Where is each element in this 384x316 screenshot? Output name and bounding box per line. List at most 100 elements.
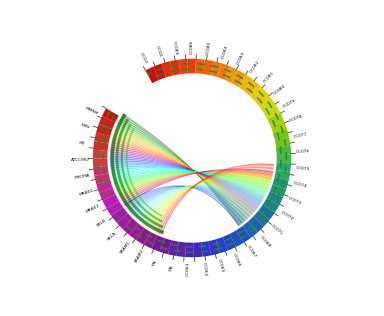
Polygon shape [267, 113, 284, 126]
Polygon shape [258, 204, 275, 220]
Polygon shape [111, 168, 266, 195]
Polygon shape [141, 182, 265, 224]
Text: CC075: CC075 [295, 166, 310, 171]
Polygon shape [158, 166, 274, 234]
Polygon shape [276, 146, 291, 155]
Polygon shape [106, 201, 123, 216]
Polygon shape [126, 186, 243, 224]
Text: MYb: MYb [80, 124, 90, 130]
Polygon shape [145, 180, 268, 226]
Polygon shape [146, 67, 159, 83]
Polygon shape [153, 64, 166, 80]
Polygon shape [114, 172, 270, 187]
Polygon shape [121, 116, 241, 225]
Text: CCO1: CCO1 [155, 45, 162, 58]
Polygon shape [119, 118, 242, 224]
Polygon shape [110, 146, 257, 210]
Polygon shape [99, 116, 115, 129]
Polygon shape [99, 188, 116, 201]
Polygon shape [110, 149, 258, 209]
Polygon shape [275, 137, 290, 148]
Polygon shape [154, 171, 273, 232]
Polygon shape [143, 181, 266, 225]
Polygon shape [93, 158, 108, 167]
Polygon shape [179, 59, 188, 74]
Polygon shape [270, 121, 287, 133]
Polygon shape [110, 151, 258, 207]
Polygon shape [201, 241, 211, 257]
Polygon shape [96, 124, 113, 136]
Polygon shape [110, 164, 264, 199]
Polygon shape [209, 239, 220, 255]
Polygon shape [136, 228, 151, 245]
Text: CC074: CC074 [293, 181, 307, 189]
Polygon shape [210, 61, 222, 77]
Polygon shape [248, 216, 264, 232]
Polygon shape [128, 186, 248, 220]
Polygon shape [122, 114, 240, 226]
Polygon shape [122, 170, 273, 202]
Polygon shape [111, 142, 255, 212]
Text: SRLA: SRLA [107, 231, 118, 241]
Polygon shape [224, 66, 238, 83]
Polygon shape [231, 70, 245, 87]
Polygon shape [144, 232, 157, 249]
Polygon shape [276, 155, 291, 163]
Polygon shape [276, 163, 291, 172]
Polygon shape [96, 180, 113, 193]
Polygon shape [136, 185, 259, 219]
Polygon shape [264, 105, 280, 119]
Polygon shape [111, 207, 128, 223]
Text: CC072: CC072 [280, 211, 294, 222]
Polygon shape [112, 170, 267, 192]
Text: MYCMA: MYCMA [74, 173, 90, 180]
Polygon shape [185, 242, 194, 257]
Text: CC065: CC065 [217, 258, 225, 273]
Text: Mb: Mb [169, 264, 174, 271]
Text: CC079: CC079 [282, 98, 296, 109]
Polygon shape [111, 139, 254, 213]
Polygon shape [124, 185, 240, 226]
Polygon shape [116, 124, 246, 221]
Polygon shape [117, 172, 271, 194]
Text: SRAM1: SRAM1 [119, 240, 131, 254]
Polygon shape [113, 133, 250, 217]
Polygon shape [249, 85, 265, 101]
Text: MRB01: MRB01 [78, 189, 94, 198]
Polygon shape [112, 137, 253, 215]
Text: CC089: CC089 [172, 40, 178, 55]
Polygon shape [115, 172, 270, 190]
Text: CC083: CC083 [236, 51, 246, 65]
Polygon shape [244, 79, 259, 96]
Polygon shape [270, 185, 286, 197]
Polygon shape [93, 141, 109, 151]
Polygon shape [216, 237, 228, 253]
Polygon shape [170, 60, 180, 76]
Polygon shape [137, 184, 261, 221]
Polygon shape [93, 150, 108, 159]
Polygon shape [260, 98, 276, 113]
Polygon shape [127, 186, 245, 222]
Text: CC064: CC064 [202, 261, 207, 276]
Polygon shape [102, 108, 119, 122]
Text: CC071: CC071 [270, 224, 284, 236]
Polygon shape [121, 171, 272, 200]
Polygon shape [119, 171, 272, 198]
Polygon shape [151, 235, 164, 252]
Polygon shape [113, 171, 268, 191]
Polygon shape [238, 74, 253, 91]
Text: MRB02: MRB02 [85, 204, 101, 214]
Text: CC077: CC077 [293, 132, 308, 138]
Polygon shape [148, 177, 270, 229]
Polygon shape [111, 167, 265, 197]
Text: CC085: CC085 [206, 40, 212, 55]
Polygon shape [114, 172, 269, 188]
Text: CC073: CC073 [287, 197, 302, 206]
Text: MY: MY [78, 141, 85, 146]
Polygon shape [110, 156, 260, 205]
Polygon shape [152, 173, 272, 231]
Polygon shape [116, 172, 271, 192]
Text: CC080: CC080 [273, 84, 287, 95]
Text: CC068: CC068 [259, 235, 271, 248]
Text: CC076: CC076 [296, 149, 310, 154]
